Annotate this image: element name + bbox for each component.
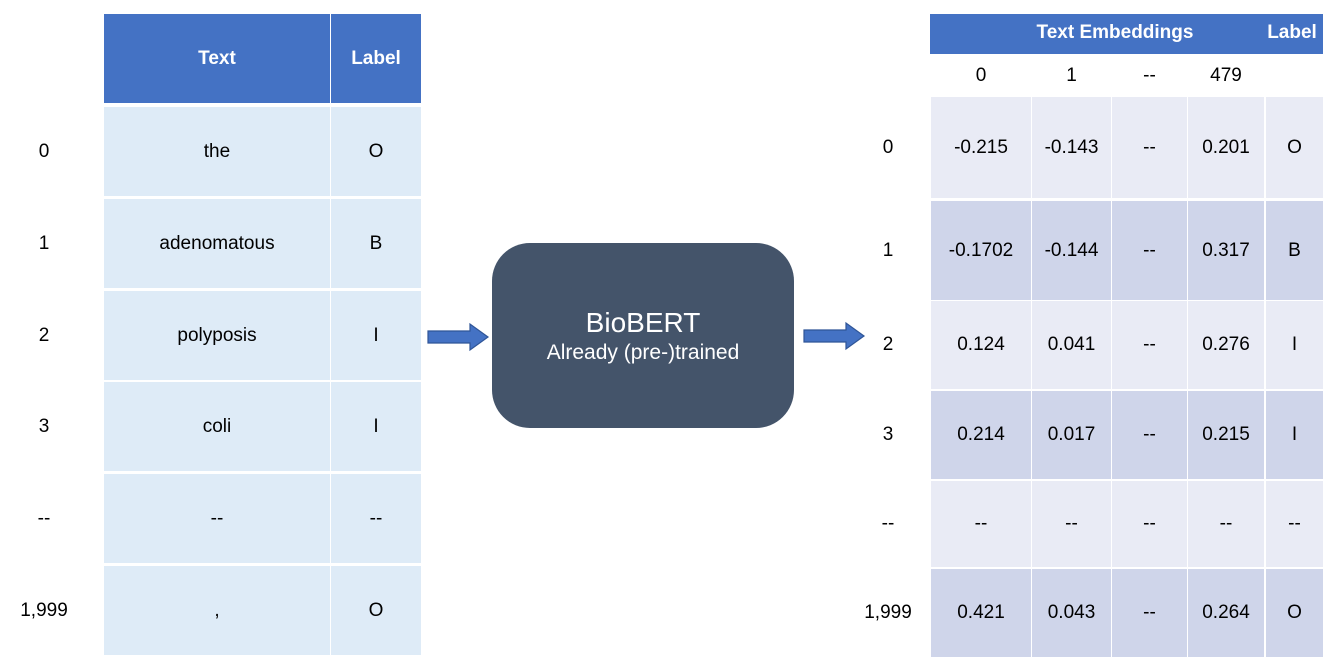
- row-index: --: [881, 513, 895, 534]
- label-cell: B: [331, 199, 421, 288]
- arrow-right-icon: [803, 321, 866, 351]
- embedding-value-cell: 0.276: [1188, 301, 1264, 389]
- embedding-value-cell: --: [1188, 481, 1264, 567]
- label-cell: I: [1266, 391, 1323, 479]
- embedding-value-cell: 0.201: [1188, 97, 1264, 198]
- biobert-model-box: BioBERT Already (pre-)trained: [492, 243, 794, 428]
- text-cell: polyposis: [104, 291, 330, 380]
- embedding-value-cell: --: [1112, 201, 1187, 300]
- text-cell: --: [104, 474, 330, 563]
- embedding-value-cell: 0.317: [1188, 201, 1264, 300]
- text-cell: adenomatous: [104, 199, 330, 288]
- label-cell: O: [1266, 569, 1323, 657]
- right-header-bar: [930, 14, 1323, 54]
- row-index: 2: [882, 334, 894, 355]
- row-index: 0: [38, 140, 50, 162]
- row-index: 1: [38, 232, 50, 254]
- label-cell: I: [331, 382, 421, 471]
- embedding-value-cell: -0.144: [1032, 201, 1111, 300]
- row-index: 0: [882, 136, 894, 158]
- embedding-value-cell: --: [1112, 97, 1187, 198]
- embedding-value-cell: 0.215: [1188, 391, 1264, 479]
- embedding-value-cell: 0.264: [1188, 569, 1264, 657]
- label-cell: O: [1266, 97, 1323, 198]
- embedding-value-cell: --: [1112, 391, 1187, 479]
- right-header-embeddings: Text Embeddings: [1036, 22, 1194, 43]
- embedding-value-cell: -0.215: [931, 97, 1031, 198]
- row-index: 1,999: [20, 599, 68, 621]
- label-cell: --: [331, 474, 421, 563]
- embedding-value-cell: 0.041: [1032, 301, 1111, 389]
- embedding-column-header: 479: [1210, 65, 1242, 86]
- embedding-value-cell: --: [931, 481, 1031, 567]
- text-cell: the: [104, 107, 330, 196]
- right-header-label: Label: [1267, 22, 1317, 43]
- embedding-value-cell: --: [1112, 481, 1187, 567]
- arrow-right-icon: [427, 322, 490, 352]
- left-header-label: Label: [331, 14, 421, 103]
- embedding-value-cell: 0.214: [931, 391, 1031, 479]
- label-cell: I: [1266, 301, 1323, 389]
- label-cell: O: [331, 566, 421, 655]
- embedding-value-cell: 0.421: [931, 569, 1031, 657]
- embedding-value-cell: 0.043: [1032, 569, 1111, 657]
- model-name: BioBERT: [585, 306, 701, 338]
- label-cell: I: [331, 291, 421, 380]
- embedding-value-cell: --: [1112, 569, 1187, 657]
- embedding-value-cell: --: [1032, 481, 1111, 567]
- row-index: 1: [882, 239, 894, 261]
- text-cell: ,: [104, 566, 330, 655]
- row-index: --: [37, 507, 51, 529]
- row-index: 3: [38, 415, 50, 437]
- embedding-value-cell: -0.1702: [931, 201, 1031, 300]
- left-header-text: Text: [104, 14, 330, 103]
- embedding-value-cell: -0.143: [1032, 97, 1111, 198]
- row-index: 1,999: [864, 602, 912, 623]
- embedding-value-cell: 0.124: [931, 301, 1031, 389]
- label-cell: B: [1266, 201, 1323, 300]
- label-cell: --: [1266, 481, 1323, 567]
- label-cell: O: [331, 107, 421, 196]
- embedding-column-header: 1: [1066, 65, 1077, 86]
- embedding-value-cell: --: [1112, 301, 1187, 389]
- embedding-value-cell: 0.017: [1032, 391, 1111, 479]
- model-subtitle: Already (pre-)trained: [546, 340, 740, 364]
- embedding-column-header: --: [1143, 65, 1156, 86]
- text-cell: coli: [104, 382, 330, 471]
- row-index: 2: [38, 324, 50, 346]
- embedding-column-header: 0: [975, 65, 987, 86]
- row-index: 3: [882, 424, 894, 445]
